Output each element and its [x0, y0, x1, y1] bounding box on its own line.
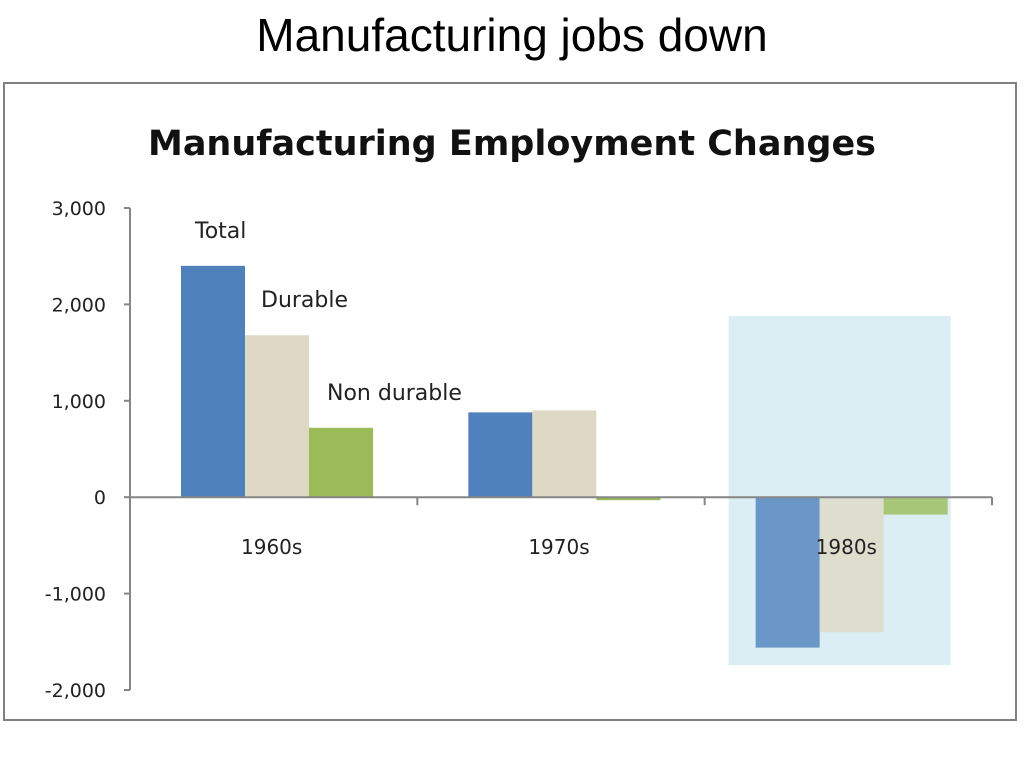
y-tick-label: 1,000: [52, 391, 106, 413]
slide-title: Manufacturing jobs down: [256, 9, 768, 61]
bar-1960s-durable: [245, 335, 309, 498]
series-label-total: Total: [194, 219, 246, 244]
bar-1970s-total: [468, 412, 533, 498]
category-label-1970s: 1970s: [528, 535, 589, 559]
bar-1980s-total: [755, 497, 820, 648]
bar-1980s-non-durable: [883, 497, 948, 515]
bar-1970s-non-durable: [596, 497, 661, 501]
bar-1960s-total: [181, 265, 245, 498]
series-label-durable: Durable: [261, 288, 348, 313]
category-label-1980s: 1980s: [816, 535, 877, 559]
y-tick-label: 0: [94, 487, 106, 509]
bar-1970s-durable: [532, 410, 597, 498]
y-tick-label: -2,000: [45, 680, 106, 702]
y-tick-label: -1,000: [45, 584, 106, 606]
y-tick-label: 3,000: [52, 198, 106, 220]
chart-title: Manufacturing Employment Changes: [148, 124, 876, 164]
bar-1960s-non-durable: [309, 427, 373, 498]
category-label-1960s: 1960s: [241, 535, 302, 559]
y-tick-label: 2,000: [52, 294, 106, 316]
series-label-non-durable: Non durable: [327, 381, 462, 406]
bar-1980s-durable: [819, 497, 884, 633]
